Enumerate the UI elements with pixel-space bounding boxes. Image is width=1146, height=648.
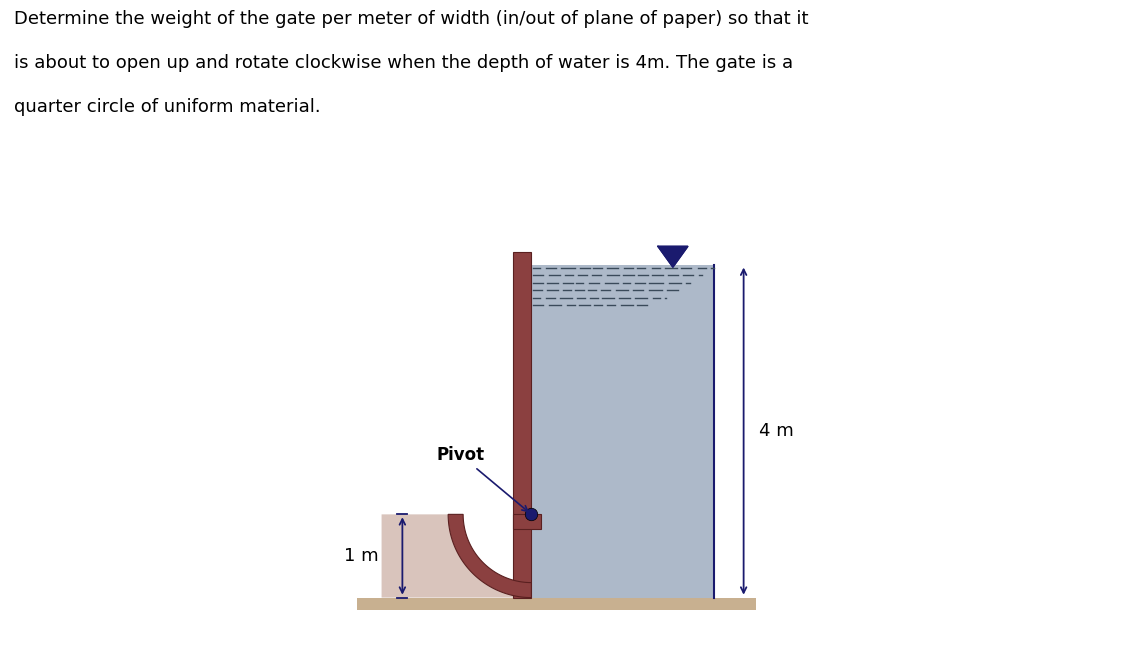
Polygon shape: [658, 246, 688, 267]
Text: quarter circle of uniform material.: quarter circle of uniform material.: [14, 98, 321, 116]
Text: 1 m: 1 m: [345, 547, 379, 565]
Polygon shape: [356, 597, 756, 610]
Text: is about to open up and rotate clockwise when the depth of water is 4m. The gate: is about to open up and rotate clockwise…: [14, 54, 793, 72]
Polygon shape: [513, 515, 541, 529]
Text: 4 m: 4 m: [759, 422, 793, 440]
Text: Pivot: Pivot: [437, 446, 528, 511]
Polygon shape: [382, 515, 532, 597]
Text: Determine the weight of the gate per meter of width (in/out of plane of paper) s: Determine the weight of the gate per met…: [14, 10, 808, 28]
Polygon shape: [513, 252, 532, 597]
Polygon shape: [448, 515, 532, 597]
Polygon shape: [532, 264, 714, 597]
